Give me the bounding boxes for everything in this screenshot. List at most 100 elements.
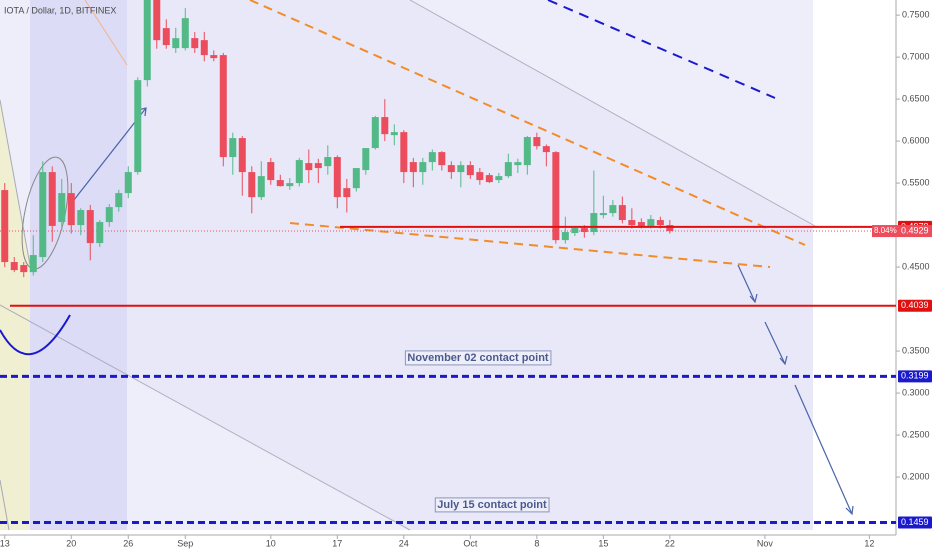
y-tick-label: 0.3000 [902, 387, 930, 397]
candle-body [523, 137, 531, 166]
annotation: July 15 contact point [437, 499, 547, 511]
candle-body [86, 210, 94, 244]
candle-body [495, 176, 503, 181]
channel-line [409, 0, 816, 227]
arrows [69, 107, 854, 516]
x-tick-label: 8 [534, 538, 539, 548]
channel-line [0, 99, 31, 266]
channel-line [0, 304, 411, 531]
drawings [0, 0, 854, 531]
x-tick-label: Sep [177, 538, 193, 548]
candle-body [580, 228, 588, 233]
x-tick-label: 17 [332, 538, 342, 548]
candle-body [542, 146, 550, 153]
y-tick-label: 0.7500 [902, 9, 930, 19]
candle-body [571, 228, 579, 234]
x-tick-label: 15 [598, 538, 608, 548]
candle-body [457, 165, 465, 173]
x-tick-label: 24 [399, 538, 409, 548]
candle-body [172, 38, 180, 49]
candle-body [381, 117, 389, 135]
level-label: 0.4039 [901, 300, 929, 310]
candle-body [267, 162, 275, 181]
candle-body [10, 262, 18, 271]
trend-line [547, 0, 776, 99]
chart-title: IOTA / Dollar, 1D, BITFINEX [4, 5, 116, 15]
channel-line [0, 479, 10, 531]
annotation-box [404, 350, 552, 366]
candle-body [352, 168, 360, 189]
candle-body [390, 132, 398, 136]
candle-body [343, 188, 351, 198]
candle-body [105, 207, 113, 223]
candle-body [637, 222, 645, 227]
candle-body [333, 157, 341, 198]
candle-body [153, 0, 161, 41]
x-tick-label: 22 [665, 538, 675, 548]
candle-body [115, 193, 123, 208]
candle-body [504, 162, 512, 177]
candle-body [409, 162, 417, 173]
candle-body [628, 220, 636, 226]
candle-body [181, 18, 189, 49]
candle-body [362, 148, 370, 171]
level-label: 0.1459 [901, 517, 929, 527]
candle-body [400, 132, 408, 173]
candle-body [210, 55, 218, 59]
candle-body [371, 117, 379, 149]
candle-body [438, 152, 446, 166]
x-tick-label: Nov [757, 538, 774, 548]
candle-body [67, 193, 75, 226]
last-price-bg [872, 225, 932, 238]
trend-line [249, 0, 806, 246]
x-tick-label: 10 [266, 538, 276, 548]
candle-body [248, 172, 256, 198]
candle-body [476, 172, 484, 181]
candle-body [162, 28, 170, 46]
candle-body [552, 152, 560, 241]
candle-body [257, 176, 265, 198]
candle-body [590, 213, 598, 233]
channel-fill [127, 0, 813, 530]
candle-body [419, 162, 427, 173]
y-tick-label: 0.3500 [902, 345, 930, 355]
candle-body [191, 38, 199, 49]
candle-body [229, 138, 237, 158]
candle-body [428, 152, 436, 163]
y-tick-label: 0.6000 [902, 135, 930, 145]
candle-body [276, 180, 284, 187]
candle-body [286, 183, 294, 187]
level-label-bg [898, 370, 932, 383]
y-tick-label: 0.5500 [902, 177, 930, 187]
candle-body [618, 205, 626, 221]
x-tick-label: 12 [864, 538, 874, 548]
candle-body [219, 55, 227, 158]
candle-body [39, 172, 47, 258]
level-label: 0.3199 [901, 371, 929, 381]
candle-body [599, 213, 607, 216]
candle-body [533, 137, 541, 147]
candle-body [238, 138, 246, 173]
candle-body [561, 232, 569, 241]
candles [1, 0, 674, 278]
candle-body [466, 165, 474, 176]
candle-body [647, 219, 655, 227]
candle-body [656, 220, 664, 226]
level-label-bg [898, 299, 932, 312]
candle-body [324, 157, 332, 167]
y-tick-label: 0.7000 [902, 51, 930, 61]
y-tick-label: 0.2500 [902, 429, 930, 439]
candle-body [305, 163, 313, 171]
candle-body [514, 162, 522, 166]
candle-body [96, 222, 104, 244]
annotation: November 02 contact point [407, 352, 549, 364]
level-label-bg [898, 516, 932, 529]
candle-body [485, 175, 493, 183]
candle-body [48, 172, 56, 226]
last-change: 8.04% [874, 226, 897, 235]
price-axis [896, 0, 932, 550]
shaded-zone [30, 0, 127, 530]
annotation-box [434, 497, 550, 513]
y-tick-label: 0.4500 [902, 261, 930, 271]
